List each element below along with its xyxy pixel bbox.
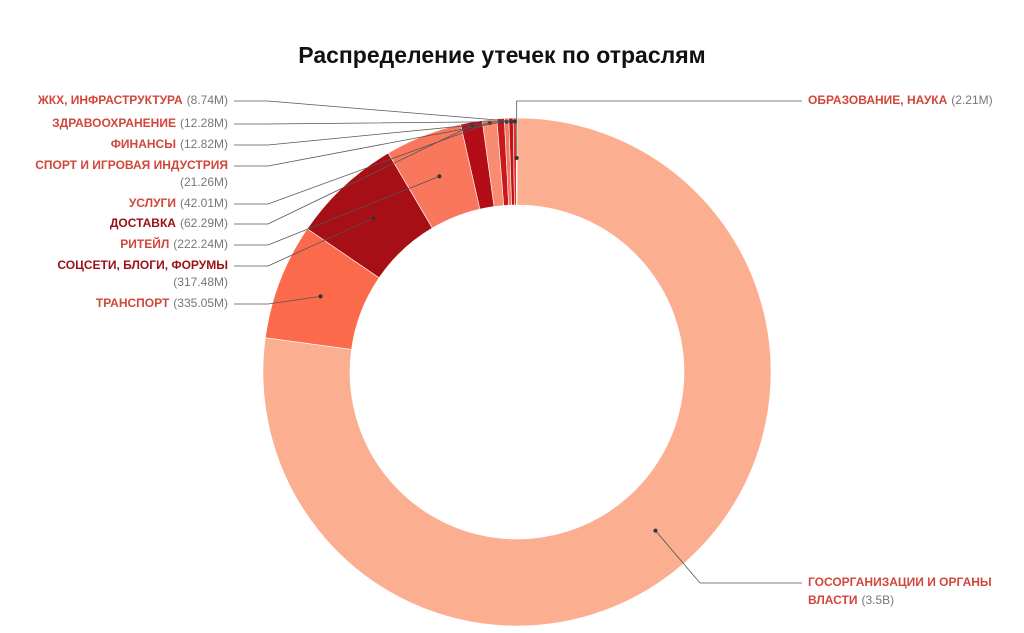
leader-line — [234, 295, 321, 305]
leader-line — [234, 121, 501, 167]
chart-title: Распределение утечек по отраслям — [298, 42, 705, 68]
label-value: (222.24M) — [173, 237, 228, 251]
label-name: ДОСТАВКА — [110, 216, 176, 230]
leader-lines — [234, 100, 802, 584]
leader-line — [234, 121, 507, 146]
leader-dot — [514, 156, 519, 161]
leader-line — [234, 122, 491, 205]
leader-line — [234, 100, 515, 122]
label-value: (21.26M) — [180, 175, 228, 189]
leader-line — [516, 100, 802, 159]
label-name: ГОСОРГАНИЗАЦИИ И ОРГАНЫ ВЛАСТИ — [808, 575, 995, 607]
label-name: ОБРАЗОВАНИЕ, НАУКА — [808, 93, 948, 107]
label-name: УСЛУГИ — [129, 196, 176, 210]
leader-dot — [653, 528, 658, 533]
leader-dot — [437, 174, 442, 179]
label-value: (8.74M) — [187, 93, 228, 107]
label-value: (42.01M) — [180, 196, 228, 210]
label-value: (12.82M) — [180, 137, 228, 151]
label-value: (62.29M) — [180, 216, 228, 230]
label-value: (2.21M) — [951, 93, 992, 107]
leader-line — [234, 121, 512, 125]
leader-line — [234, 175, 440, 246]
label-value: (3.5B) — [861, 593, 894, 607]
leader-dot — [371, 216, 376, 221]
label-name: СПОРТ И ИГРОВАЯ ИНДУСТРИЯ — [35, 158, 228, 172]
label-name: ФИНАНСЫ — [111, 137, 176, 151]
leader-dot — [512, 119, 517, 124]
label-value: (335.05M) — [173, 296, 228, 310]
label-name: ЖКХ, ИНФРАСТРУКТУРА — [37, 93, 183, 107]
label-name: РИТЕЙЛ — [120, 236, 169, 251]
label-name: ТРАНСПОРТ — [96, 296, 170, 310]
label-name: СОЦСЕТИ, БЛОГИ, ФОРУМЫ — [57, 258, 228, 272]
leader-dot — [469, 123, 474, 128]
leader-line — [234, 125, 473, 225]
donut-segment — [262, 117, 772, 627]
label-value: (317.48M) — [173, 275, 228, 289]
label-name: ЗДРАВООХРАНЕНИЕ — [52, 116, 176, 130]
label-value: (12.28M) — [180, 116, 228, 130]
leader-line — [234, 217, 374, 267]
leader-line — [655, 530, 802, 584]
leader-dot — [318, 294, 323, 299]
